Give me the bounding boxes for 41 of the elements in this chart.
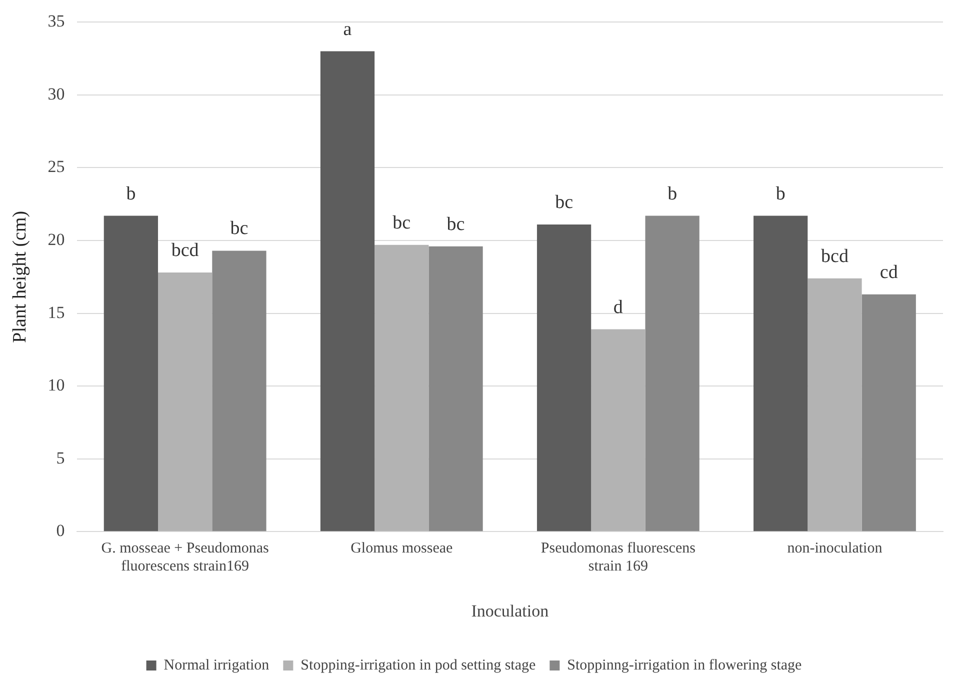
data-label: d	[613, 296, 624, 318]
data-label: b	[126, 183, 136, 204]
bar	[212, 250, 266, 532]
data-label: cd	[880, 262, 898, 283]
y-tick-label: 25	[48, 157, 65, 176]
y-tick-label: 30	[48, 84, 65, 104]
data-label: bc	[555, 192, 574, 213]
data-label: bc	[392, 212, 411, 234]
bar	[428, 246, 483, 532]
bar	[104, 216, 158, 532]
bar	[862, 294, 916, 532]
bar	[808, 278, 862, 532]
bar	[320, 51, 375, 532]
bar	[754, 216, 808, 532]
y-tick-label: 0	[56, 521, 65, 540]
x-axis-title: Inoculation	[471, 601, 550, 620]
data-label: bcd	[821, 246, 849, 267]
bar	[645, 216, 700, 532]
bar	[374, 244, 429, 532]
data-label: bc	[446, 214, 465, 235]
x-tick-label: G. mosseae + Pseudomonas fluorescens strain169	[101, 540, 270, 575]
legend-label: Stoppinng-irrigation in flowering stage	[567, 657, 802, 674]
data-label: b	[668, 183, 678, 204]
data-label: a	[343, 18, 352, 40]
bar	[158, 272, 212, 532]
bar	[536, 224, 592, 532]
y-axis-title: Plant height (cm)	[9, 210, 30, 343]
y-tick-label: 35	[48, 12, 65, 31]
legend-label: Stopping-irrigation in pod setting stage	[300, 657, 536, 674]
data-label: bc	[230, 218, 248, 240]
y-tick-label: 10	[48, 376, 65, 395]
data-label: b	[776, 183, 786, 204]
x-tick-label: Pseudomonas fluorescens strain 169	[540, 540, 696, 575]
x-tick-label: Glomus mosseae	[350, 540, 453, 557]
data-label: bcd	[171, 240, 200, 262]
x-tick-label: non-inoculation	[787, 540, 883, 557]
y-tick-label: 20	[48, 230, 65, 249]
y-tick-label: 5	[56, 448, 65, 468]
y-tick-label: 15	[48, 302, 65, 322]
legend-label: Normal irrigation	[164, 657, 270, 674]
bar	[591, 329, 646, 532]
